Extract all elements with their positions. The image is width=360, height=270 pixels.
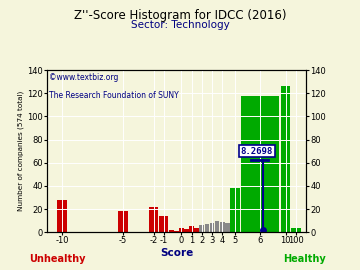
Bar: [281, 86, 291, 232]
Bar: [184, 229, 189, 232]
Bar: [179, 228, 184, 232]
Text: Healthy: Healthy: [283, 254, 325, 264]
Bar: [215, 221, 220, 232]
Bar: [174, 231, 179, 232]
Bar: [220, 222, 225, 232]
Y-axis label: Number of companies (574 total): Number of companies (574 total): [18, 91, 24, 211]
Bar: [225, 223, 230, 232]
Bar: [189, 227, 194, 232]
Text: ©www.textbiz.org: ©www.textbiz.org: [49, 73, 119, 82]
Bar: [159, 216, 168, 232]
Bar: [230, 188, 239, 232]
Text: The Research Foundation of SUNY: The Research Foundation of SUNY: [49, 91, 179, 100]
Bar: [194, 228, 199, 232]
Bar: [210, 223, 214, 232]
Bar: [118, 211, 128, 232]
Bar: [199, 225, 204, 232]
Bar: [149, 207, 158, 232]
Text: Z''-Score Histogram for IDCC (2016): Z''-Score Histogram for IDCC (2016): [74, 9, 286, 22]
X-axis label: Score: Score: [160, 248, 193, 258]
Bar: [204, 224, 209, 232]
Bar: [241, 96, 279, 232]
Bar: [291, 228, 301, 232]
Bar: [169, 230, 174, 232]
Text: Unhealthy: Unhealthy: [30, 254, 86, 264]
Bar: [57, 200, 67, 232]
Text: 8.2698: 8.2698: [241, 147, 273, 156]
Text: Sector: Technology: Sector: Technology: [131, 20, 229, 30]
